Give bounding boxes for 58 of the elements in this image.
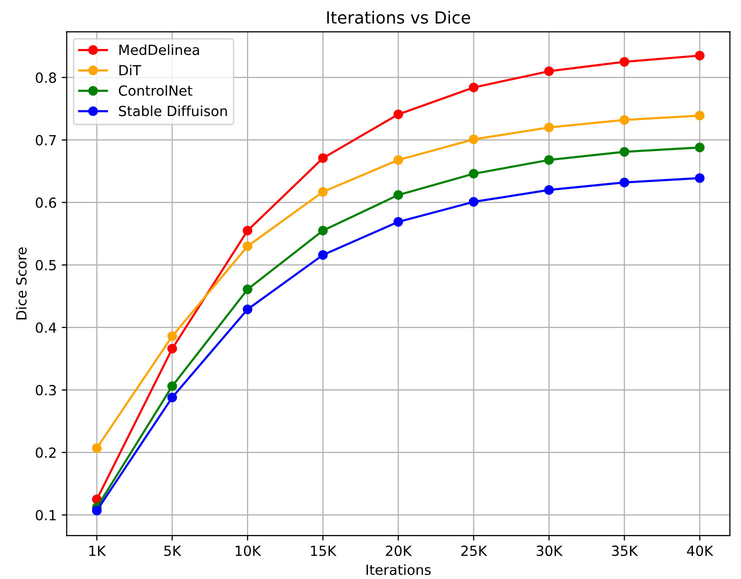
point <box>318 186 328 197</box>
x-tick-label: 5K <box>164 546 182 556</box>
point <box>468 168 479 179</box>
point <box>694 50 705 60</box>
legend-label: Stable Diffuison <box>118 106 227 116</box>
point <box>694 110 705 120</box>
point <box>620 146 630 157</box>
point <box>468 82 479 92</box>
legend-label: MedDelinea <box>119 44 199 56</box>
point <box>318 226 328 236</box>
point <box>242 226 252 236</box>
point <box>242 284 252 294</box>
point <box>167 344 178 354</box>
point <box>544 185 554 195</box>
y-tick-label: 0.1 <box>36 510 56 520</box>
point <box>242 241 252 252</box>
x-tick-label: 15K <box>311 546 337 556</box>
point <box>393 155 404 165</box>
point <box>544 155 554 165</box>
point <box>393 190 404 200</box>
x-tick-label: 30K <box>536 546 563 556</box>
x-tick-label: 40K <box>687 546 714 556</box>
point <box>620 178 630 188</box>
x-tick-label: 1K <box>89 546 106 556</box>
point <box>318 250 328 260</box>
point <box>92 506 102 516</box>
point <box>393 216 404 227</box>
y-tick-label: 0.4 <box>36 322 56 333</box>
y-tick-label: 0.6 <box>36 197 56 208</box>
point <box>694 173 705 183</box>
point <box>620 56 630 67</box>
point <box>92 443 102 453</box>
point <box>242 304 252 314</box>
y-tick-label: 0.7 <box>36 134 56 146</box>
point <box>620 115 630 125</box>
point <box>544 122 554 132</box>
y-tick-label: 0.3 <box>36 384 56 396</box>
point <box>544 66 554 76</box>
point <box>318 153 328 163</box>
x-axis-title: Iterations <box>366 564 431 576</box>
legend-label: DiT <box>119 64 142 76</box>
x-tick-label: 25K <box>461 546 488 556</box>
y-tick-label: 0.2 <box>36 447 56 458</box>
y-axis-title: Dice Score <box>16 247 27 320</box>
point <box>468 134 479 144</box>
x-tick-label: 20K <box>386 546 412 556</box>
point <box>167 392 178 402</box>
point <box>167 381 178 392</box>
point <box>468 196 479 207</box>
chart-title: Iterations vs Dice <box>327 10 470 24</box>
point <box>694 142 705 152</box>
point <box>167 331 178 342</box>
x-tick-label: 35K <box>612 546 638 556</box>
y-tick-label: 0.8 <box>36 72 56 83</box>
y-tick-label: 0.5 <box>36 260 56 270</box>
legend-label: ControlNet <box>118 85 192 96</box>
point <box>393 109 404 120</box>
x-tick-label: 10K <box>236 546 262 556</box>
